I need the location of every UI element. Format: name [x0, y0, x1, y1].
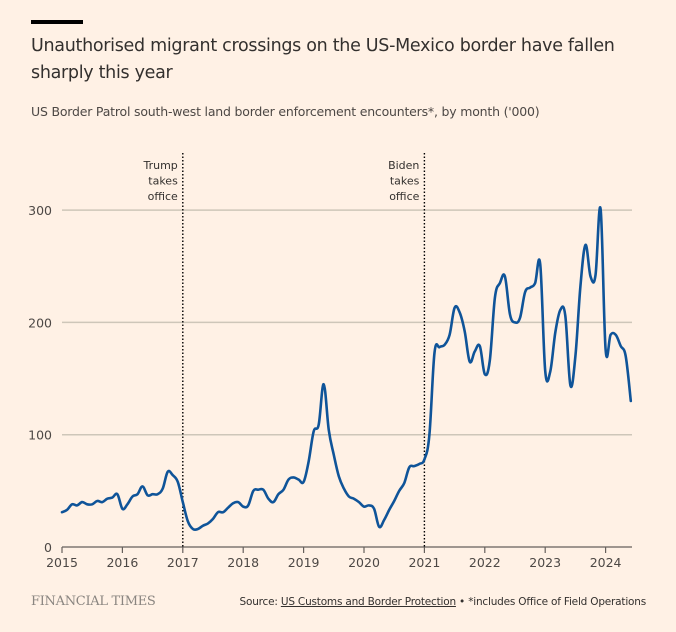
chart-title: Unauthorised migrant crossings on the US…	[31, 36, 615, 83]
x-tick-label: 2018	[227, 555, 259, 570]
x-tick-label: 2019	[288, 555, 320, 570]
y-tick-label: 100	[28, 428, 52, 443]
source-prefix: Source:	[239, 596, 281, 608]
x-tick-label: 2024	[590, 555, 622, 570]
annotation-text: takes	[148, 175, 178, 188]
annotation-text: office	[148, 190, 178, 203]
source-link[interactable]: US Customs and Border Protection	[280, 596, 456, 608]
x-tick-label: 2015	[46, 555, 78, 570]
x-tick-label: 2020	[348, 555, 380, 570]
brand-bar	[31, 20, 83, 24]
chart-subtitle: US Border Patrol south-west land border …	[31, 104, 540, 119]
x-axis: 2015 2016 2017 2018 2019 2020 2021 2022 2023 2024	[46, 546, 632, 570]
annotation-text: takes	[390, 175, 420, 188]
annotation-text: Trump	[143, 159, 178, 172]
series-group	[60, 205, 633, 532]
x-tick-label: 2022	[469, 555, 501, 570]
x-tick-label: 2021	[408, 555, 440, 570]
annotations: Trump takes office Biden takes office	[143, 153, 426, 547]
annotation-text: office	[389, 190, 419, 203]
y-axis: 0 100 200 300	[28, 203, 52, 555]
y-tick-label: 200	[28, 315, 52, 330]
x-tick-label: 2017	[167, 555, 199, 570]
series-line	[60, 205, 633, 532]
y-tick-label: 300	[28, 203, 52, 218]
source-footnote: • *includes Office of Field Operations	[455, 596, 646, 608]
gridlines	[62, 209, 632, 436]
x-tick-label: 2023	[529, 555, 561, 570]
annotation-text: Biden	[388, 159, 419, 172]
source-note: Source: US Customs and Border Protection…	[240, 596, 647, 608]
y-tick-label: 0	[44, 540, 52, 555]
ft-logo: FINANCIAL TIMES	[31, 594, 156, 609]
x-tick-label: 2016	[106, 555, 138, 570]
